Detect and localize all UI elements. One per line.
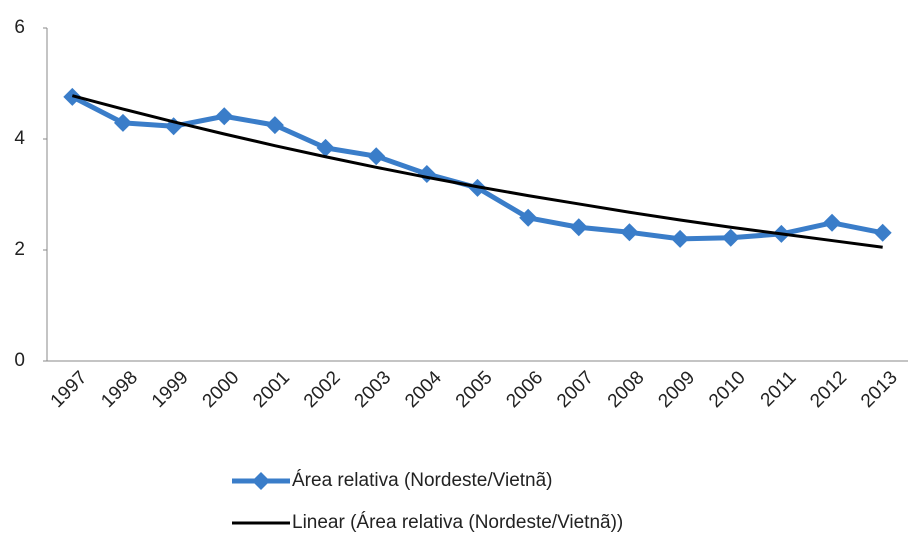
marker [873, 223, 892, 242]
x-tick-label: 2005 [452, 367, 497, 412]
x-tick-label: 1997 [47, 367, 92, 412]
legend-label: Linear (Área relativa (Nordeste/Vietnã)) [292, 512, 623, 533]
marker [721, 228, 740, 247]
x-tick-label: 1999 [148, 367, 193, 412]
y-tick-label: 4 [14, 128, 25, 149]
x-tick-label: 2001 [249, 367, 294, 412]
legend-label: Área relativa (Nordeste/Vietnã) [292, 470, 553, 491]
x-tick-label: 2010 [705, 367, 750, 412]
x-tick-label: 2004 [401, 367, 446, 412]
x-tick-label: 2011 [757, 367, 801, 411]
x-tick-label: 2013 [857, 367, 902, 412]
x-tick-label: 2009 [654, 367, 699, 412]
marker [316, 138, 335, 157]
marker [671, 229, 690, 248]
marker [620, 223, 639, 242]
y-tick-label: 0 [14, 350, 25, 371]
x-tick-label: 2003 [351, 367, 396, 412]
x-tick-label: 1998 [97, 367, 142, 412]
x-tick-label: 2008 [604, 367, 649, 412]
marker [417, 164, 436, 183]
marker [367, 147, 386, 166]
marker [215, 107, 234, 126]
marker [519, 208, 538, 227]
series-line [71, 94, 883, 249]
y-tick-label: 6 [14, 17, 25, 38]
x-tick-label: 2000 [199, 367, 244, 412]
x-tick-label: 2007 [553, 367, 598, 412]
marker [569, 218, 588, 237]
marker [113, 113, 132, 132]
marker [265, 116, 284, 135]
x-tick-label: 2006 [502, 367, 547, 412]
x-tick-label: 2012 [806, 367, 851, 412]
series-line [71, 94, 884, 242]
y-tick-label: 2 [14, 239, 25, 260]
marker [823, 213, 842, 232]
x-tick-label: 2002 [300, 367, 345, 412]
legend-marker [252, 472, 270, 490]
